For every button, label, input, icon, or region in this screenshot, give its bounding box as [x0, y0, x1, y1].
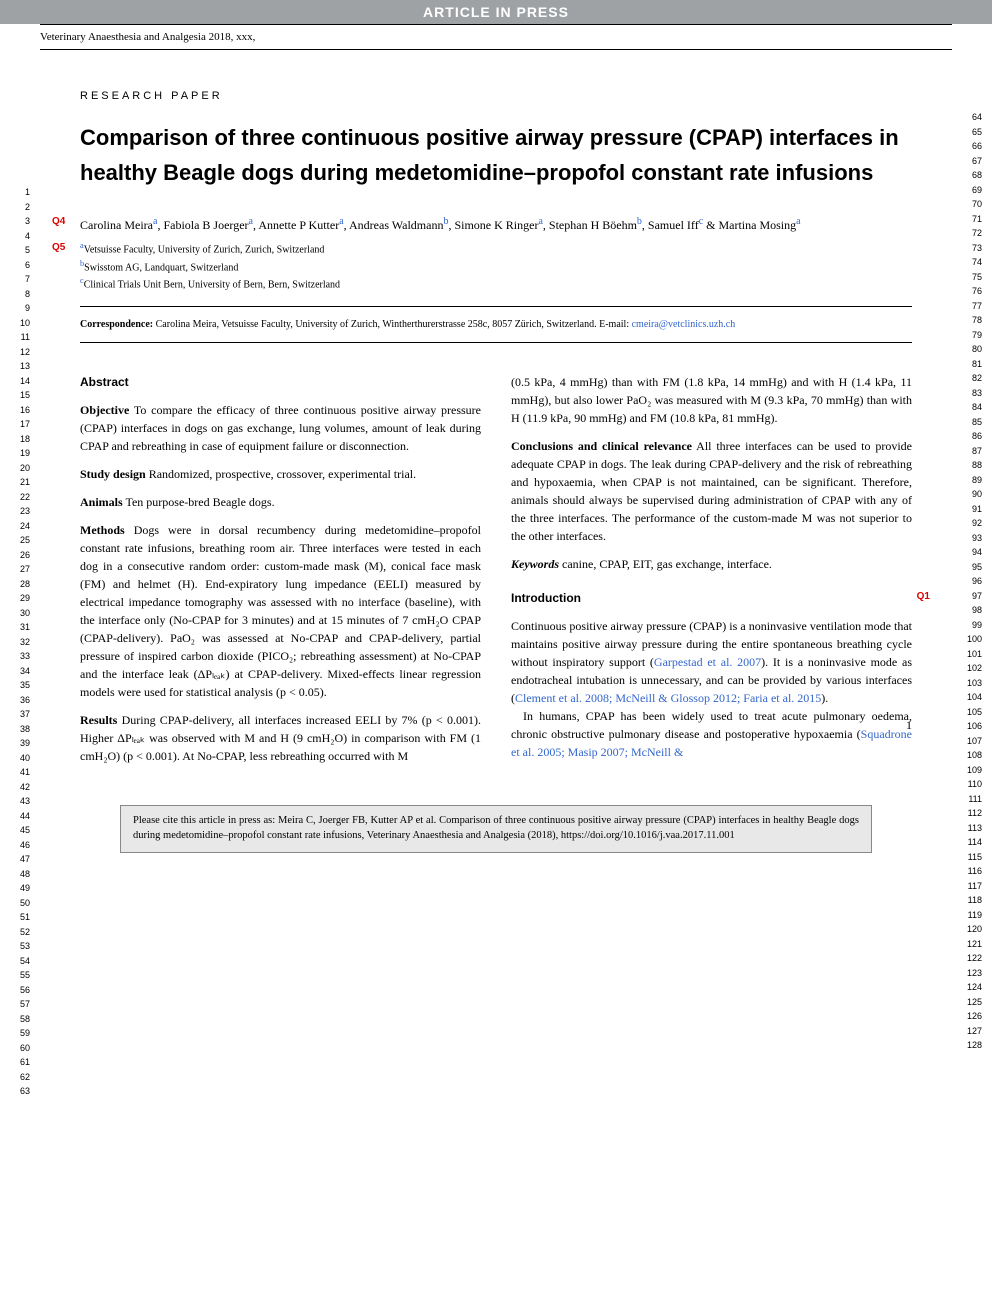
- abstract-objective: Objective To compare the efficacy of thr…: [80, 401, 481, 455]
- conclusions-label: Conclusions and clinical relevance: [511, 439, 692, 453]
- affiliations: aVetsuisse Faculty, University of Zurich…: [80, 240, 912, 292]
- correspondence-label: Correspondence:: [80, 319, 153, 330]
- keywords: Keywords canine, CPAP, EIT, gas exchange…: [511, 555, 912, 573]
- animals-text: Ten purpose-bred Beagle dogs.: [125, 495, 274, 509]
- results-text: During CPAP-delivery, all interfaces inc…: [80, 713, 481, 763]
- correspondence: Correspondence: Carolina Meira, Vetsuiss…: [80, 306, 912, 343]
- introduction-heading: Introduction Q1: [511, 589, 912, 607]
- q4-marker: Q4: [52, 214, 65, 229]
- study-design-label: Study design: [80, 467, 146, 481]
- objective-label: Objective: [80, 403, 129, 417]
- conclusions-text: All three interfaces can be used to prov…: [511, 439, 912, 543]
- q5-marker: Q5: [52, 240, 65, 256]
- objective-text: To compare the efficacy of three continu…: [80, 403, 481, 453]
- ref-clement[interactable]: Clement et al. 2008; McNeill & Glossop 2…: [515, 691, 821, 705]
- intro-p2a: In humans, CPAP has been widely used to …: [511, 709, 912, 741]
- animals-label: Animals: [80, 495, 123, 509]
- section-label: RESEARCH PAPER: [80, 90, 912, 102]
- two-column-body: Abstract Objective To compare the effica…: [80, 373, 912, 775]
- abstract-results: Results During CPAP-delivery, all interf…: [80, 711, 481, 765]
- left-column: Abstract Objective To compare the effica…: [80, 373, 481, 775]
- abstract-animals: Animals Ten purpose-bred Beagle dogs.: [80, 493, 481, 511]
- main-content: RESEARCH PAPER Q5 Comparison of three co…: [80, 90, 912, 775]
- line-numbers-left: 1234567891011121314151617181920212223242…: [10, 185, 30, 1099]
- abstract-heading: Abstract: [80, 373, 481, 391]
- line-numbers-right: 6465666768697071727374757677787980818283…: [962, 110, 982, 1053]
- results-label: Results: [80, 713, 117, 727]
- abstract-results-cont: (0.5 kPa, 4 mmHg) than with FM (1.8 kPa,…: [511, 373, 912, 427]
- authors-list: Carolina Meiraa, Fabiola B Joergera, Ann…: [80, 218, 801, 232]
- intro-heading-text: Introduction: [511, 591, 581, 605]
- journal-header: Veterinary Anaesthesia and Analgesia 201…: [40, 24, 952, 50]
- page: ARTICLE IN PRESS Veterinary Anaesthesia …: [0, 0, 992, 853]
- intro-p2: In humans, CPAP has been widely used to …: [511, 707, 912, 761]
- correspondence-text: Carolina Meira, Vetsuisse Faculty, Unive…: [156, 319, 629, 330]
- intro-p1c: ).: [821, 691, 828, 705]
- article-in-press-banner: ARTICLE IN PRESS: [0, 0, 992, 24]
- citation-footer: Please cite this article in press as: Me…: [120, 805, 872, 852]
- intro-p1: Continuous positive airway pressure (CPA…: [511, 617, 912, 707]
- article-title: Q5 Comparison of three continuous positi…: [80, 120, 912, 190]
- correspondence-email[interactable]: cmeira@vetclinics.uzh.ch: [632, 319, 736, 330]
- q1-marker: Q1: [917, 589, 930, 604]
- ref-garpestad[interactable]: Garpestad et al. 2007: [654, 655, 761, 669]
- keywords-label: Keywords: [511, 557, 559, 571]
- methods-label: Methods: [80, 523, 125, 537]
- methods-text: Dogs were in dorsal recumbency during me…: [80, 523, 481, 699]
- abstract-conclusions: Conclusions and clinical relevance All t…: [511, 437, 912, 545]
- authors: Q4 Carolina Meiraa, Fabiola B Joergera, …: [80, 214, 912, 234]
- title-text: Comparison of three continuous positive …: [80, 125, 899, 185]
- abstract-study-design: Study design Randomized, prospective, cr…: [80, 465, 481, 483]
- right-column: (0.5 kPa, 4 mmHg) than with FM (1.8 kPa,…: [511, 373, 912, 775]
- abstract-methods: Methods Dogs were in dorsal recumbency d…: [80, 521, 481, 701]
- keywords-text: canine, CPAP, EIT, gas exchange, interfa…: [562, 557, 772, 571]
- study-design-text: Randomized, prospective, crossover, expe…: [149, 467, 416, 481]
